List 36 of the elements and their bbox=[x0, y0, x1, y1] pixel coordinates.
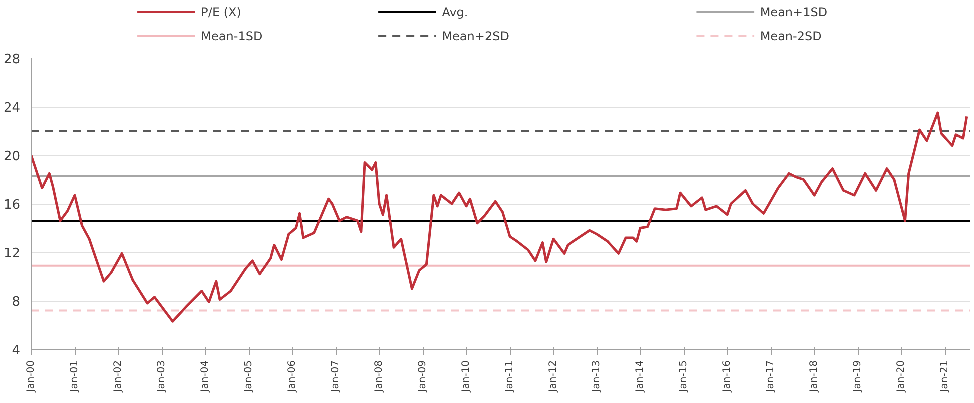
legend-label: Avg. bbox=[442, 6, 468, 20]
legend-label: Mean+1SD bbox=[760, 6, 828, 20]
x-tick-label: Jan-00 bbox=[26, 360, 37, 394]
y-tick-label: 4 bbox=[12, 344, 21, 358]
x-tick-label: Jan-10 bbox=[461, 360, 472, 394]
y-tick-label: 16 bbox=[4, 198, 21, 213]
legend-label: Mean-1SD bbox=[201, 30, 263, 44]
x-tick-label: Jan-09 bbox=[418, 360, 429, 394]
x-tick-label: Jan-01 bbox=[70, 360, 81, 394]
x-tick-label: Jan-15 bbox=[678, 360, 690, 394]
legend-label: P/E (X) bbox=[201, 6, 242, 20]
x-tick-label: Jan-20 bbox=[896, 360, 908, 394]
y-tick-label: 8 bbox=[12, 295, 21, 310]
x-tick-label: Jan-11 bbox=[504, 360, 516, 394]
y-tick-label: 28 bbox=[4, 52, 21, 68]
legend-label: Mean+2SD bbox=[442, 30, 510, 44]
x-tick-label: Jan-04 bbox=[200, 360, 212, 394]
x-tick-label: Jan-07 bbox=[330, 360, 342, 394]
x-tick-label: Jan-13 bbox=[592, 360, 603, 394]
x-tick-label: Jan-12 bbox=[548, 360, 560, 394]
x-tick-label: Jan-18 bbox=[809, 360, 820, 394]
y-tick-label: 12 bbox=[4, 246, 21, 262]
x-tick-label: Jan-16 bbox=[722, 360, 734, 394]
x-tick-label: Jan-19 bbox=[852, 360, 864, 394]
x-tick-label: Jan-17 bbox=[766, 360, 777, 394]
x-tick-label: Jan-02 bbox=[113, 360, 124, 394]
x-tick-label: Jan-03 bbox=[156, 360, 168, 394]
x-tick-label: Jan-08 bbox=[374, 360, 386, 394]
x-tick-label: Jan-06 bbox=[287, 360, 298, 394]
x-tick-label: Jan-14 bbox=[635, 360, 646, 394]
y-tick-label: 20 bbox=[4, 150, 21, 164]
x-tick-label: Jan-21 bbox=[940, 360, 951, 394]
legend-label: Mean-2SD bbox=[760, 30, 822, 44]
x-tick-label: Jan-05 bbox=[244, 360, 255, 394]
line-series bbox=[32, 112, 968, 323]
y-tick-label: 24 bbox=[4, 101, 21, 116]
